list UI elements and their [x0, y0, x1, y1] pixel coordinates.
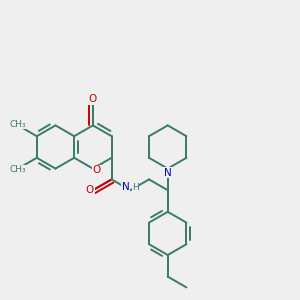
- Text: O: O: [93, 165, 101, 175]
- Text: CH₃: CH₃: [10, 165, 26, 174]
- Text: N: N: [122, 182, 129, 192]
- Text: CH₃: CH₃: [10, 120, 26, 129]
- Text: O: O: [89, 94, 97, 104]
- Text: N: N: [164, 167, 172, 178]
- Text: H: H: [132, 183, 139, 192]
- Text: O: O: [86, 185, 94, 195]
